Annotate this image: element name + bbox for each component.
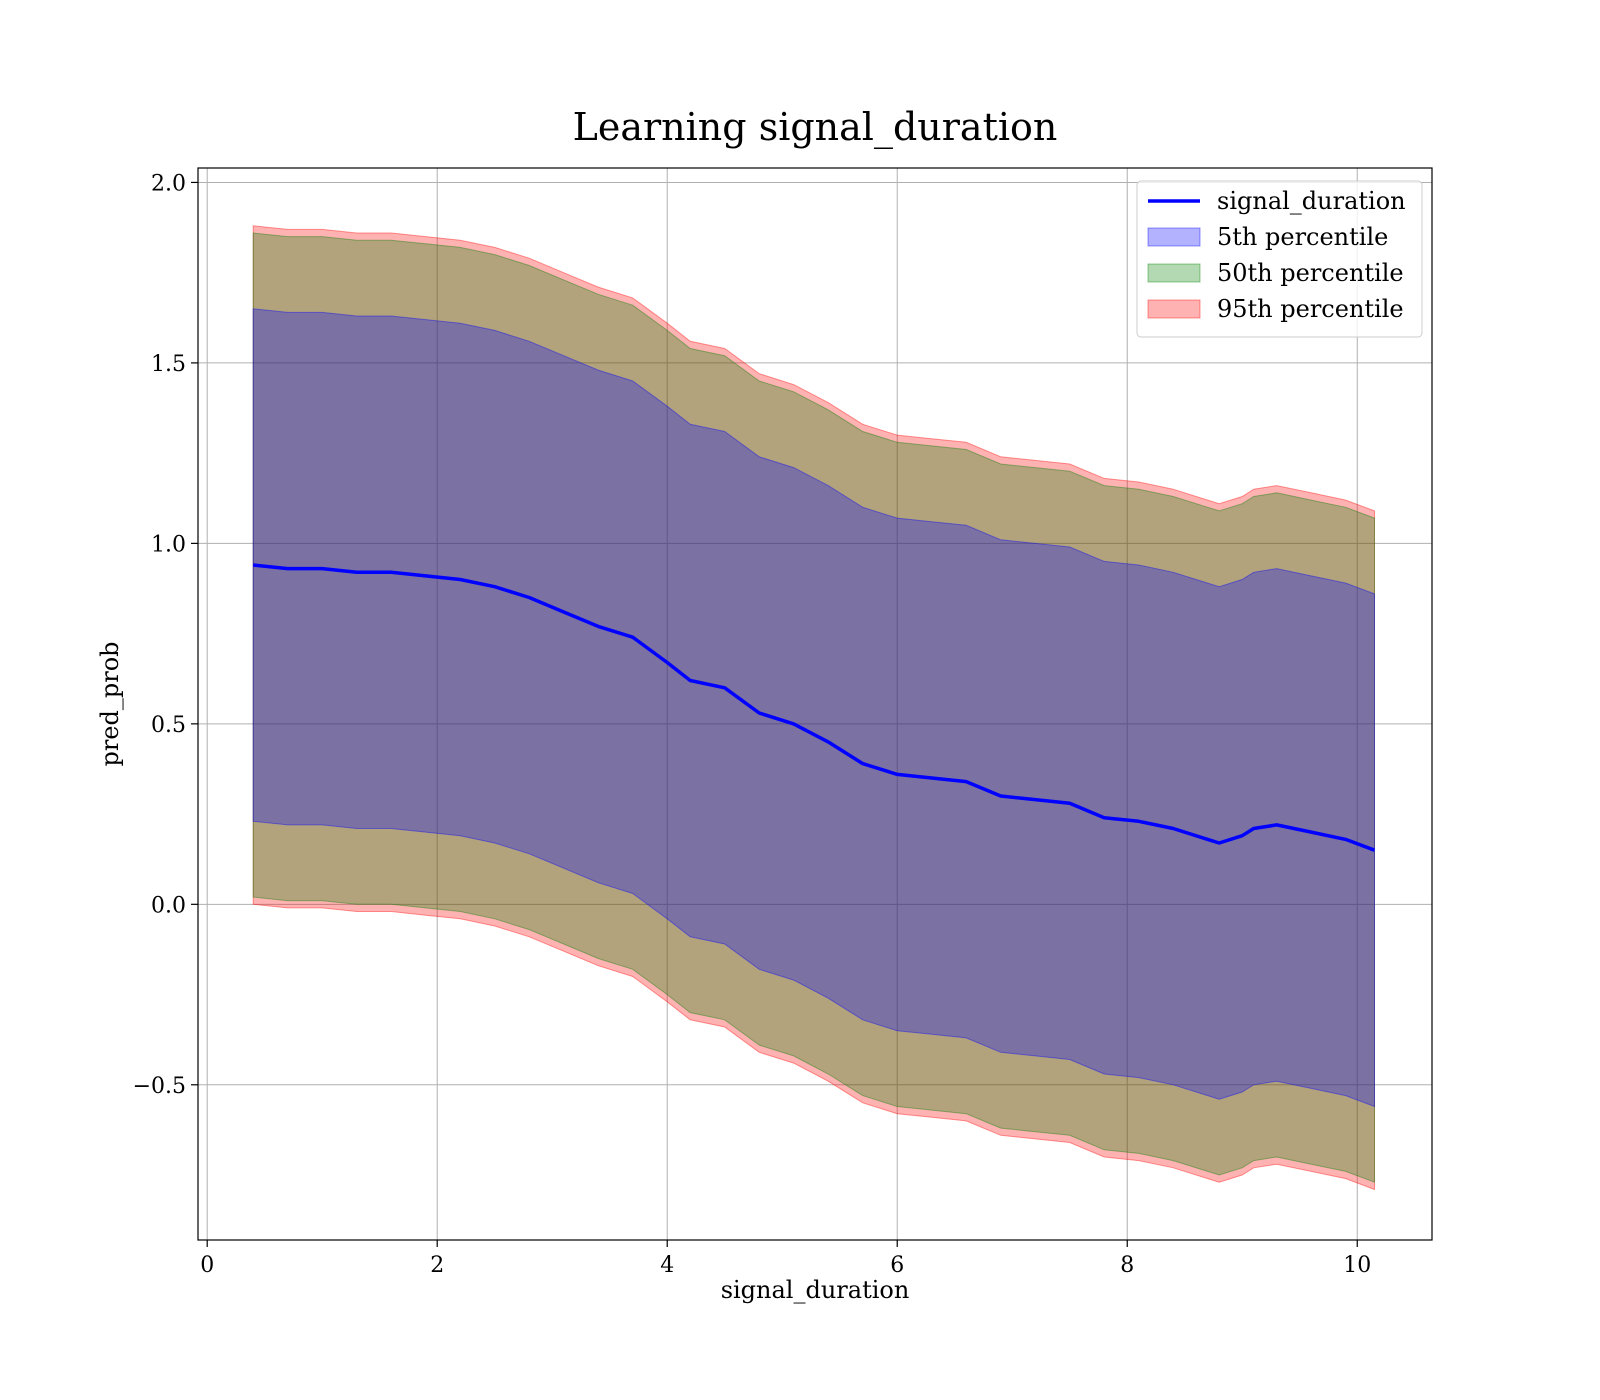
x-axis-label: signal_duration (721, 1276, 910, 1304)
legend-swatch-95th-percentile (1147, 299, 1201, 319)
signal-duration-line-group (253, 563, 1376, 852)
legend-box (1136, 180, 1423, 338)
x-tick-label-1: 2 (430, 1253, 444, 1278)
y-tick-label-4: 1.5 (151, 352, 186, 377)
y-tick-label-2: 0.5 (151, 713, 186, 738)
percentile-bands (252, 225, 1375, 1191)
legend-label-5th-percentile: 5th percentile (1217, 223, 1388, 251)
chart-title: Learning signal_duration (573, 105, 1058, 150)
signal-duration-line (253, 563, 1376, 852)
legend-label-95th-percentile: 95th percentile (1217, 295, 1404, 323)
legend-swatch-50th-percentile (1147, 263, 1201, 283)
axis-ticks: 0 2 4 6 8 10 −0.5 0.0 0.5 1.0 1.5 2.0 (133, 171, 1372, 1278)
legend-swatch-5th-percentile (1147, 227, 1201, 247)
grid-lines (198, 168, 1432, 1240)
x-tick-label-4: 8 (1120, 1253, 1134, 1278)
5th-percentile-band (252, 308, 1375, 1108)
y-tick-label-3: 1.0 (151, 532, 186, 557)
x-tick-label-2: 4 (660, 1253, 674, 1278)
plot-frame (197, 167, 1433, 1241)
y-tick-label-1: 0.0 (151, 893, 186, 918)
x-tick-label-3: 6 (890, 1253, 904, 1278)
x-tick-label-5: 10 (1343, 1253, 1371, 1278)
y-tick-label-5: 2.0 (151, 171, 186, 196)
legend: signal_duration 5th percentile 50th percen… (1136, 180, 1423, 338)
legend-label-50th-percentile: 50th percentile (1217, 259, 1404, 287)
50th-percentile-band (252, 232, 1375, 1183)
x-tick-label-0: 0 (200, 1253, 214, 1278)
y-axis-label: pred_prob (96, 641, 124, 766)
95th-percentile-band (252, 225, 1375, 1191)
legend-label-signal_duration: signal_duration (1217, 187, 1406, 215)
y-tick-label-0: −0.5 (133, 1074, 186, 1099)
